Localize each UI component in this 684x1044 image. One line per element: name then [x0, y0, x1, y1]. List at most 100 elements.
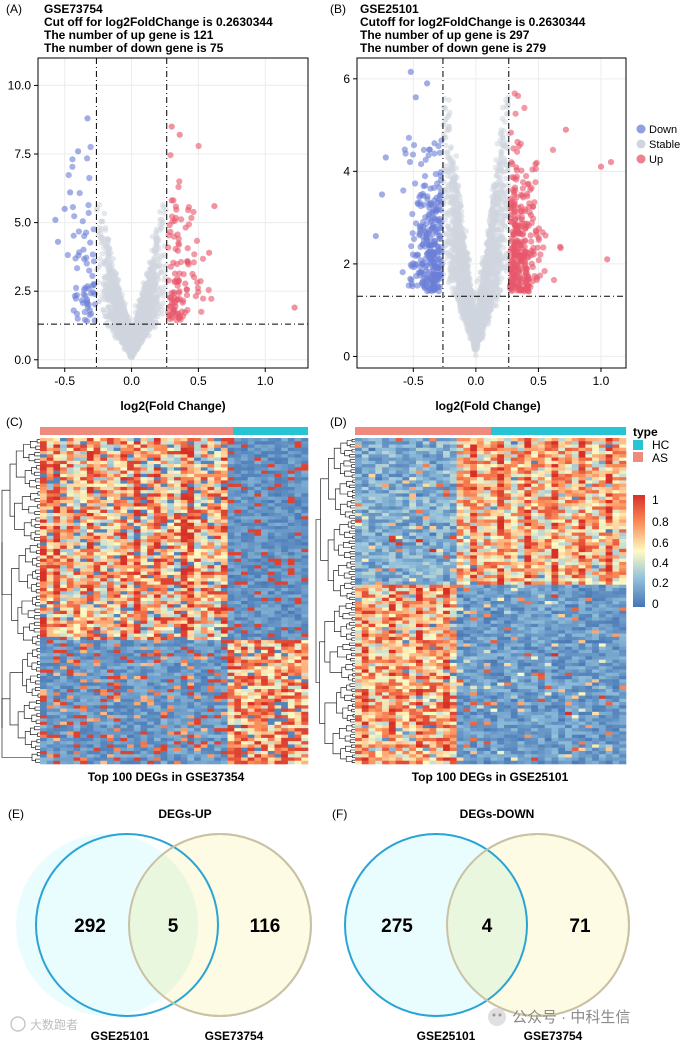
volcano-point-down	[75, 252, 82, 259]
volcano-point-down	[72, 295, 79, 302]
volcano-point-down	[91, 301, 99, 308]
volcano-point-stable	[142, 293, 148, 300]
volcano-point-down	[90, 226, 97, 233]
volcano-point-stable	[117, 306, 124, 313]
volcano-point-stable	[106, 275, 113, 282]
volcano-point-stable	[138, 334, 144, 340]
panel-label-b: (B)	[330, 2, 346, 16]
volcano-point-stable	[152, 250, 159, 256]
volcano-point-stable	[144, 329, 150, 336]
volcano-point-up	[183, 286, 190, 293]
volcano-point-down	[80, 246, 87, 253]
volcano-point-stable	[97, 235, 104, 241]
volcano-point-up	[194, 279, 201, 286]
volcano-point-stable	[157, 209, 163, 215]
volcano-point-up	[167, 263, 174, 270]
volcano-point-stable	[121, 320, 127, 326]
volcano-point-up	[180, 297, 187, 304]
volcano-point-down	[69, 156, 76, 163]
volcano-point-down	[69, 163, 76, 170]
volcano-point-down	[83, 229, 90, 236]
y-tick-label: 2.5	[14, 284, 31, 298]
y-tick-label: 10.0	[8, 78, 32, 92]
volcano-point-stable	[112, 287, 118, 294]
volcano-point-stable	[112, 279, 118, 286]
volcano-point-stable	[126, 318, 132, 325]
volcano-point-down	[89, 282, 96, 289]
panel-b-title-1: GSE25101	[360, 2, 419, 16]
volcano-a-points	[52, 115, 298, 361]
volcano-point-up	[178, 258, 185, 266]
volcano-point-stable	[97, 256, 103, 262]
volcano-point-stable	[450, 290, 457, 296]
volcano-point-stable	[154, 293, 161, 300]
volcano-point-stable	[459, 245, 465, 251]
volcano-point-down	[74, 315, 81, 322]
volcano-point-stable	[101, 288, 108, 295]
volcano-point-stable	[504, 168, 511, 174]
volcano-point-stable	[101, 210, 108, 217]
volcano-point-up	[185, 207, 192, 214]
volcano-point-stable	[163, 262, 169, 269]
volcano-point-up	[200, 295, 207, 302]
volcano-point-stable	[159, 306, 166, 313]
volcano-point-down	[85, 202, 92, 209]
volcano-point-up	[171, 217, 178, 224]
volcano-point-stable	[444, 154, 451, 160]
volcano-point-down	[73, 284, 80, 291]
volcano-point-down	[89, 251, 96, 258]
volcano-point-stable	[146, 279, 152, 286]
volcano-point-outlier	[84, 115, 91, 122]
volcano-point-stable	[158, 225, 165, 232]
volcano-point-down	[78, 297, 85, 304]
volcano-point-up	[174, 231, 181, 238]
volcano-point-stable	[147, 318, 154, 324]
volcano-point-stable	[159, 311, 165, 317]
x-tick-label: 0.5	[190, 374, 207, 388]
volcano-point-stable	[124, 334, 131, 341]
volcano-point-stable	[154, 284, 161, 291]
volcano-point-down	[86, 267, 93, 274]
volcano-point-stable	[498, 151, 505, 157]
volcano-point-stable	[474, 278, 480, 285]
volcano-point-stable	[497, 167, 503, 174]
panel-a-title-4: The number of down gene is 75	[44, 41, 224, 55]
volcano-point-down	[75, 228, 82, 235]
volcano-point-stable	[120, 314, 126, 321]
volcano-point-outlier	[206, 249, 213, 256]
volcano-point-down	[76, 190, 83, 197]
volcano-point-stable	[99, 251, 106, 257]
y-tick-label: 7.5	[14, 147, 31, 161]
volcano-point-up	[199, 255, 207, 262]
volcano-point-stable	[114, 294, 121, 301]
volcano-point-up	[182, 280, 189, 287]
volcano-point-stable	[155, 243, 161, 250]
volcano-point-outlier	[291, 304, 298, 311]
volcano-point-down	[81, 316, 88, 323]
volcano-point-down	[89, 272, 96, 279]
volcano-point-down	[71, 213, 78, 220]
volcano-point-down	[86, 174, 93, 182]
volcano-point-up	[198, 308, 205, 315]
panel-b-title-3: The number of up gene is 297	[360, 28, 530, 42]
panel-b-title-4: The number of down gene is 279	[360, 41, 546, 55]
volcano-point-up	[185, 261, 192, 268]
volcano-point-stable	[445, 182, 452, 188]
volcano-point-up	[170, 290, 177, 297]
volcano-b-points	[372, 68, 615, 359]
volcano-point-stable	[140, 280, 147, 286]
volcano-point-stable	[158, 216, 165, 223]
volcano-point-down	[88, 290, 95, 297]
volcano-a-xlabel: log2(Fold Change)	[120, 399, 225, 413]
volcano-point-up	[175, 183, 182, 191]
volcano-point-up	[175, 240, 182, 247]
volcano-point-stable	[161, 288, 167, 295]
volcano-point-stable	[147, 290, 153, 297]
volcano-point-stable	[452, 193, 458, 200]
volcano-point-up	[176, 270, 183, 277]
volcano-point-stable	[130, 340, 136, 347]
volcano-point-stable	[441, 104, 447, 111]
volcano-point-up	[205, 286, 212, 294]
volcano-point-down	[74, 265, 81, 272]
volcano-point-up	[195, 142, 202, 150]
